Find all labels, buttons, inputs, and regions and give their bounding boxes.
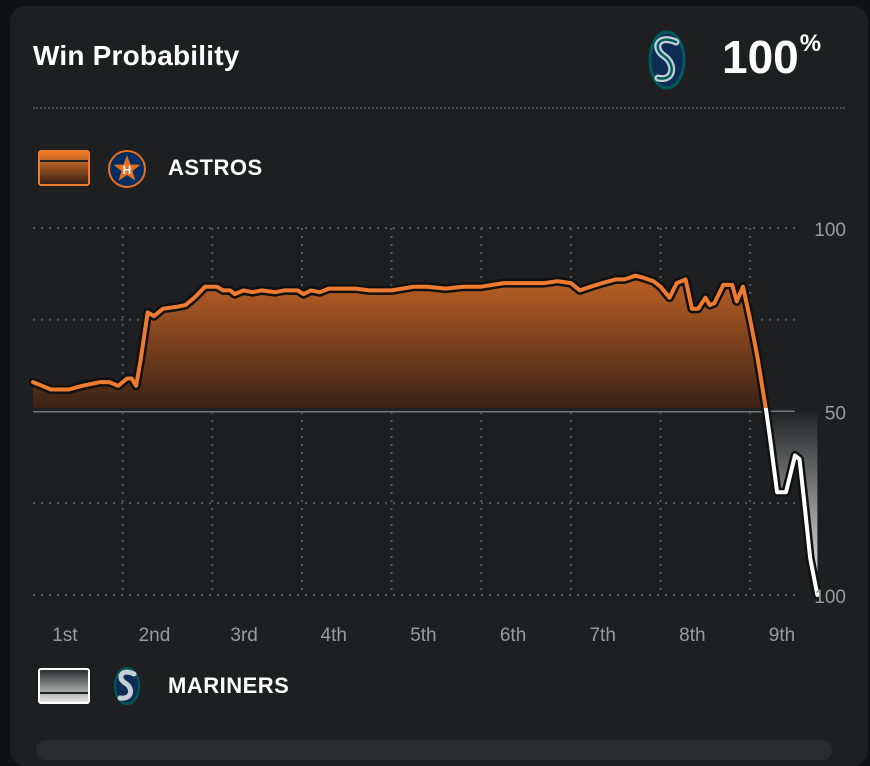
x-tick-label: 7th (589, 625, 615, 646)
leader-probability-value: 100 (722, 31, 799, 83)
svg-text:H: H (123, 163, 132, 177)
next-section-card (36, 740, 832, 760)
x-tick-label: 5th (410, 625, 436, 646)
page-title: Win Probability (33, 40, 240, 71)
astros-series-line (31, 273, 768, 408)
mariners-team-label: MARINERS (168, 673, 290, 698)
astros-legend-swatch (38, 150, 90, 186)
line-layer (28, 271, 822, 600)
leader-win-probability: 100% (722, 30, 821, 84)
area-layer (33, 275, 818, 595)
y-tick-label: 50 (825, 404, 846, 425)
mariners-legend-swatch (38, 668, 90, 704)
mariners-small-logo-icon (114, 667, 140, 705)
x-tick-label: 4th (321, 625, 347, 646)
x-tick-label: 9th (769, 625, 795, 646)
x-tick-label: 1st (52, 625, 78, 646)
x-tick-label: 6th (500, 625, 526, 646)
y-tick-label: 100 (814, 220, 846, 241)
label-layer: 100 50 100 1st 2nd 3rd 4th 5th 6th 7th 8th 9th (52, 220, 846, 646)
win-probability-chart: 100 50 100 1st 2nd 3rd 4th 5th 6th 7th 8th 9th (28, 220, 846, 646)
x-tick-label: 3rd (230, 625, 257, 646)
mariners-logo-icon (648, 30, 686, 90)
percent-sign: % (799, 30, 822, 57)
astros-team-label: ASTROS (168, 155, 263, 180)
y-tick-label: 100 (814, 587, 846, 608)
astros-area-fill (33, 275, 766, 408)
x-tick-label: 8th (679, 625, 705, 646)
header-divider (33, 107, 845, 109)
astros-logo-icon: H (108, 150, 146, 188)
x-tick-label: 2nd (139, 625, 171, 646)
